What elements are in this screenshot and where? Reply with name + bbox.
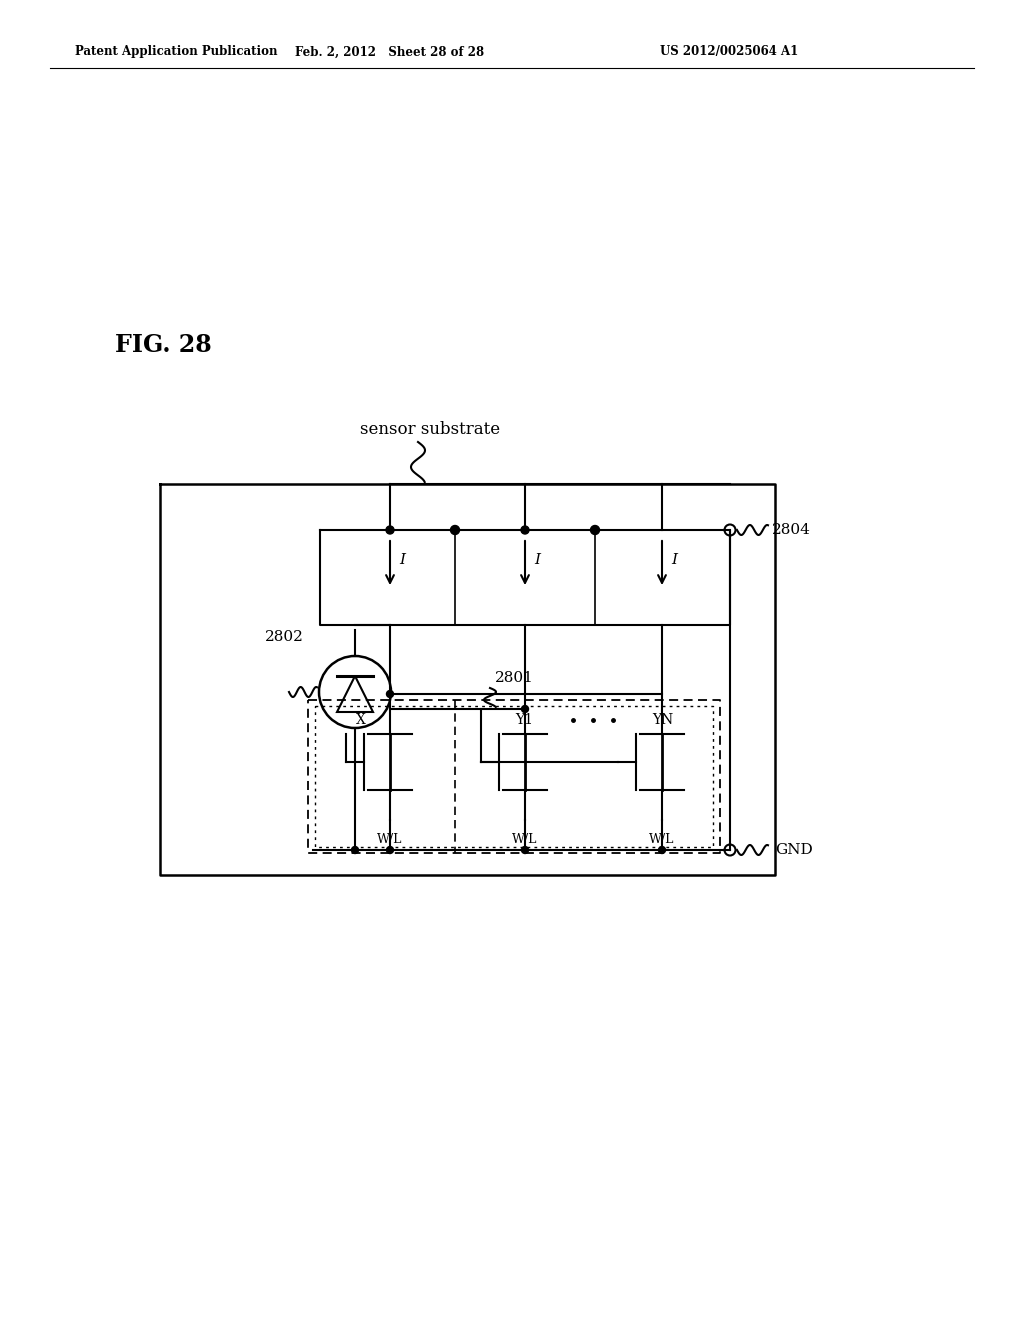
Circle shape: [658, 846, 666, 854]
Text: FIG. 28: FIG. 28: [115, 333, 212, 356]
Text: YN: YN: [652, 713, 673, 727]
Text: W/L: W/L: [377, 833, 402, 846]
Circle shape: [591, 525, 599, 535]
Text: I: I: [399, 553, 406, 568]
Circle shape: [521, 705, 528, 713]
Text: W/L: W/L: [512, 833, 538, 846]
Text: 2801: 2801: [495, 671, 534, 685]
Text: Feb. 2, 2012   Sheet 28 of 28: Feb. 2, 2012 Sheet 28 of 28: [296, 45, 484, 58]
Circle shape: [451, 525, 460, 535]
Circle shape: [386, 846, 393, 854]
Text: X: X: [356, 713, 366, 727]
Circle shape: [521, 525, 529, 535]
Text: W/L: W/L: [649, 833, 675, 846]
Circle shape: [386, 690, 393, 697]
Text: I: I: [671, 553, 677, 568]
Text: 2804: 2804: [772, 523, 811, 537]
Text: I: I: [534, 553, 540, 568]
Text: Patent Application Publication: Patent Application Publication: [75, 45, 278, 58]
Text: GND: GND: [775, 843, 813, 857]
Circle shape: [351, 846, 358, 854]
Circle shape: [521, 846, 528, 854]
Text: US 2012/0025064 A1: US 2012/0025064 A1: [660, 45, 799, 58]
Text: sensor substrate: sensor substrate: [360, 421, 500, 438]
Circle shape: [386, 525, 394, 535]
Text: 2802: 2802: [265, 630, 304, 644]
Text: Y1: Y1: [515, 713, 534, 727]
